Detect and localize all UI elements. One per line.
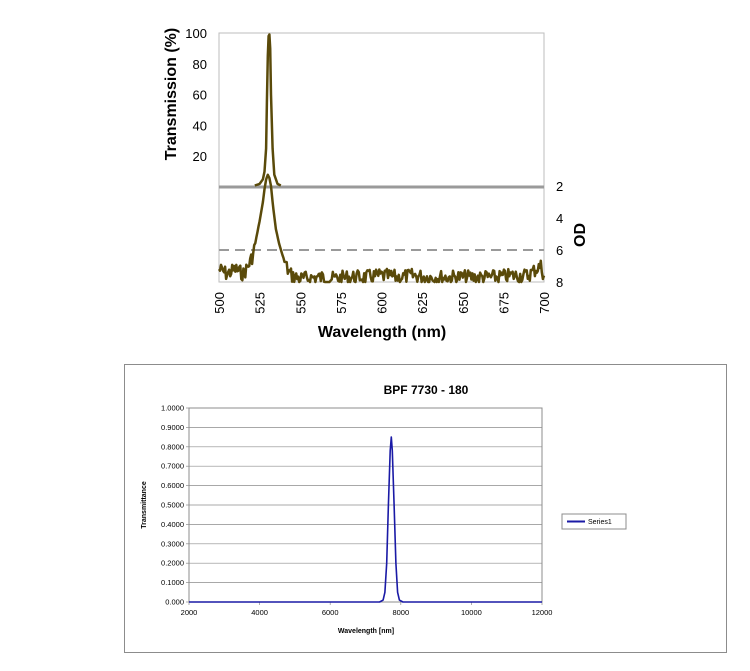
- y-tick-label: 0.3000: [161, 539, 184, 548]
- chart-title: BPF 7730 - 180: [384, 383, 469, 397]
- x-axis-label: Wavelength [nm]: [338, 628, 394, 635]
- y-axis-label: Transmittance: [141, 481, 148, 529]
- x-tick-label: 700: [537, 292, 552, 314]
- y-tick-label: 0.2000: [161, 559, 184, 568]
- series-lines: [217, 33, 546, 284]
- y-tick-label: 0.9000: [161, 423, 184, 432]
- y-tick-label: 0.6000: [161, 481, 184, 490]
- tick-labels: 0.000 0.1000 0.2000 0.3000 0.4000 0.5000 0.600…: [161, 404, 552, 618]
- x-tick-label: 675: [496, 292, 511, 314]
- x-tick-label: 525: [253, 292, 268, 314]
- x-tick-label: 2000: [181, 608, 198, 617]
- series1-line: [189, 436, 542, 603]
- x-tick-label: 6000: [322, 608, 339, 617]
- reference-lines: [219, 185, 544, 251]
- x-tick-label: 500: [212, 292, 227, 314]
- transmission-series-line: [254, 33, 282, 187]
- y-tick-label-right: 4: [556, 211, 563, 226]
- y-tick-label-right: 8: [556, 275, 563, 290]
- od-series-line: [217, 173, 546, 284]
- x-tick-label: 10000: [461, 608, 482, 617]
- legend-box: [561, 513, 627, 530]
- x-tick-label: 550: [293, 292, 308, 314]
- y-tick-label: 0.1000: [161, 578, 184, 587]
- x-tick-label: 4000: [251, 608, 268, 617]
- y-tick-label-left: 80: [193, 57, 207, 72]
- x-tick-label: 575: [334, 292, 349, 314]
- y-axis-label-right: OD: [572, 223, 589, 247]
- y-axis-label-left: Transmission (%): [163, 28, 180, 160]
- y-tick-label: 0.4000: [161, 520, 184, 529]
- x-tick-label: 8000: [392, 608, 409, 617]
- chart-bpf: BPF 7730 - 180 0.0000.10000.20000.30000.…: [141, 383, 627, 635]
- series-lines: [189, 436, 542, 603]
- y-tick-label: 0.5000: [161, 501, 184, 510]
- tick-labels: 500 525 550 575 600 625 650 675 700 20 40 60 80 100 2 4…: [185, 26, 563, 314]
- y-tick-label-left: 20: [193, 149, 207, 164]
- x-tick-label: 625: [415, 292, 430, 314]
- chart-transmission-od: 500 525 550 575 600 625 650 675 700 20 40 60 80 100 2 4…: [163, 26, 589, 341]
- y-tick-label-left: 60: [193, 88, 207, 103]
- legend-label: Series1: [588, 519, 612, 526]
- y-tick-label-right: 2: [556, 179, 563, 194]
- gridlines: [189, 407, 542, 603]
- x-tick-label: 650: [456, 292, 471, 314]
- y-tick-label-right: 6: [556, 243, 563, 258]
- x-tick-label: 12000: [532, 608, 553, 617]
- y-tick-label-left: 40: [193, 118, 207, 133]
- y-tick-label: 0.8000: [161, 442, 184, 451]
- chart-frame-bpf: BPF 7730 - 180 0.000 0.1000 0.2000 0.3000 0.…: [124, 364, 727, 653]
- y-tick-label-left: 100: [185, 26, 207, 41]
- legend: Series1: [561, 513, 627, 530]
- y-tick-label: 0.7000: [161, 462, 184, 471]
- x-tick-label: 600: [375, 292, 390, 314]
- y-tick-label: 0.000: [165, 598, 184, 607]
- x-axis-label: Wavelength (nm): [318, 324, 446, 341]
- y-tick-label: 1.0000: [161, 404, 184, 413]
